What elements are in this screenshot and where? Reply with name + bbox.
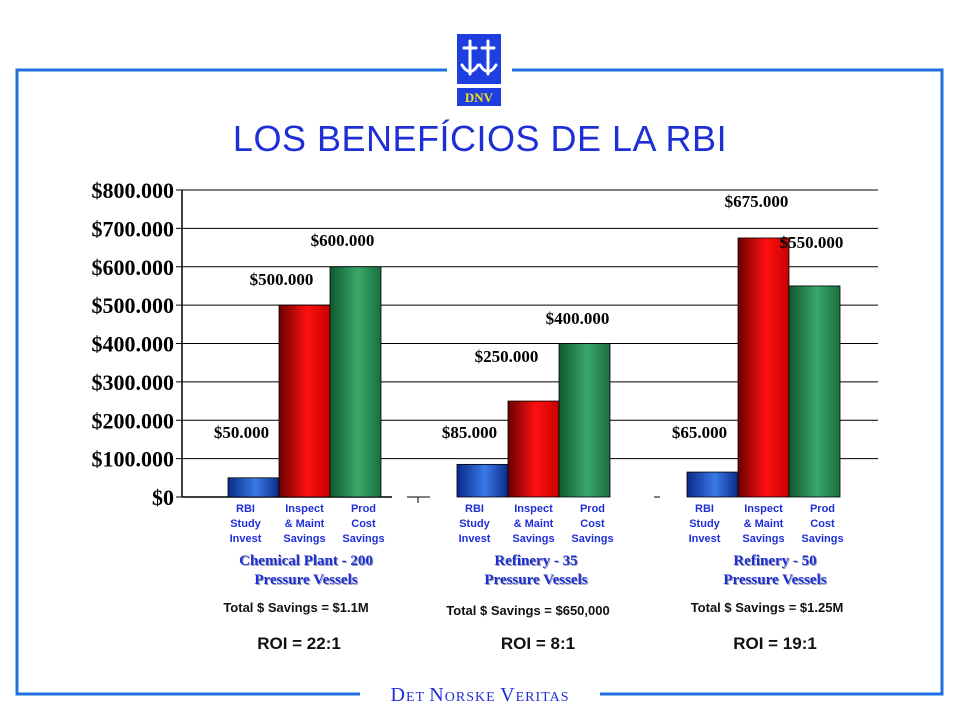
y-tick-label: $0	[152, 485, 174, 510]
bar-value-label: $400.000	[546, 309, 610, 328]
bar-rbi-study-invest	[456, 463, 509, 498]
total-savings-refinery-50: Total $ Savings = $1.25M	[690, 600, 844, 615]
x-category-label: Savings	[283, 533, 325, 545]
group-name-line2: Pressure Vessels	[254, 572, 358, 588]
group-name-line1: Refinery - 50	[733, 553, 817, 569]
bar-prod-cost-savings	[329, 266, 382, 498]
y-tick-label: $300.000	[92, 370, 175, 395]
x-category-label: RBI	[236, 503, 255, 515]
x-category-label: Prod	[580, 503, 605, 515]
x-category-label: Invest	[689, 533, 721, 545]
bar-rbi-study-invest	[227, 477, 280, 498]
bar-inspect-maint-savings	[507, 400, 560, 498]
x-category-label: Savings	[571, 533, 613, 545]
x-category-label: Inspect	[744, 503, 783, 515]
bar-inspect-maint-savings	[278, 304, 331, 498]
group-name-line1: Chemical Plant - 200	[239, 553, 373, 569]
group-name-line2: Pressure Vessels	[723, 572, 827, 588]
dnv-logo: DNV	[455, 32, 503, 108]
x-category-label: Study	[230, 518, 261, 530]
x-category-label: Inspect	[514, 503, 553, 515]
bar-value-label: $250.000	[475, 347, 539, 366]
bar-prod-cost-savings	[558, 343, 611, 498]
x-category-label: Savings	[342, 533, 384, 545]
bar-value-label: $550.000	[780, 233, 844, 252]
y-tick-label: $100.000	[92, 447, 175, 472]
bar-value-label: $500.000	[250, 270, 314, 289]
group-name-line1: Refinery - 35	[494, 553, 578, 569]
y-tick-label: $700.000	[92, 216, 175, 241]
y-tick-label: $600.000	[92, 255, 175, 280]
y-tick-label: $500.000	[92, 293, 175, 318]
bar-rbi-study-invest	[686, 471, 739, 498]
group-name-refinery-50: Refinery - 50 Pressure Vessels	[665, 552, 885, 590]
y-tick-label: $200.000	[92, 408, 175, 433]
x-category-label: Savings	[512, 533, 554, 545]
group-name-refinery-35: Refinery - 35 Pressure Vessels	[426, 552, 646, 590]
x-category-label: & Maint	[285, 518, 325, 530]
x-category-label: & Maint	[744, 518, 784, 530]
bar-prod-cost-savings	[788, 285, 841, 498]
roi-refinery-50: ROI = 19:1	[733, 634, 817, 653]
bar-value-label: $65.000	[672, 423, 727, 442]
x-category-label: Study	[459, 518, 490, 530]
company-name: DET NORSKE VERITAS	[390, 684, 570, 706]
x-category-label: Cost	[580, 518, 605, 530]
x-category-label: Invest	[459, 533, 491, 545]
page-title: LOS BENEFÍCIOS DE LA RBI	[232, 118, 728, 159]
bar-value-label: $675.000	[725, 192, 789, 211]
bar-value-label: $50.000	[214, 423, 269, 442]
x-category-label: Prod	[351, 503, 376, 515]
bar-value-label: $85.000	[442, 423, 497, 442]
logo-text: DNV	[465, 90, 494, 105]
x-category-label: Prod	[810, 503, 835, 515]
x-category-label: Savings	[742, 533, 784, 545]
x-category-label: Inspect	[285, 503, 324, 515]
x-category-label: RBI	[465, 503, 484, 515]
x-category-label: Savings	[801, 533, 843, 545]
group-name-chemical-plant: Chemical Plant - 200 Pressure Vessels	[196, 552, 416, 590]
x-category-label: Invest	[230, 533, 262, 545]
x-category-label: Study	[689, 518, 720, 530]
y-tick-label: $800.000	[92, 178, 175, 203]
x-category-label: RBI	[695, 503, 714, 515]
x-category-label: Cost	[810, 518, 835, 530]
x-category-label: Cost	[351, 518, 376, 530]
bar-inspect-maint-savings	[737, 237, 790, 498]
total-savings-refinery-35: Total $ Savings = $650,000	[446, 603, 610, 618]
roi-refinery-35: ROI = 8:1	[500, 634, 576, 653]
y-tick-label: $400.000	[92, 332, 175, 357]
roi-chemical-plant: ROI = 22:1	[257, 634, 341, 653]
group-name-line2: Pressure Vessels	[484, 572, 588, 588]
x-category-label: & Maint	[514, 518, 554, 530]
bar-value-label: $600.000	[311, 231, 375, 250]
total-savings-chemical-plant: Total $ Savings = $1.1M	[223, 600, 369, 615]
